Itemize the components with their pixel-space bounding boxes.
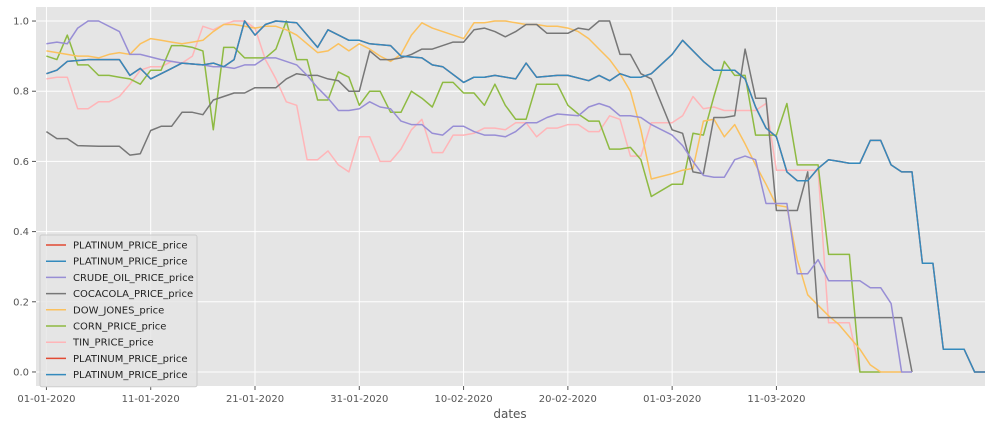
legend-entry: PLATINUM_PRICE_price bbox=[73, 370, 188, 381]
legend-entry: PLATINUM_PRICE_price bbox=[73, 241, 188, 252]
x-tick-label: 10-02-2020 bbox=[435, 394, 493, 405]
legend-box bbox=[39, 234, 198, 388]
x-axis-ticks: 01-01-2020 11-01-2020 21-01-2020 31-01-2020… bbox=[17, 386, 805, 405]
x-tick-label: 01-01-2020 bbox=[17, 394, 75, 405]
legend-entry: TIN_PRICE_price bbox=[72, 338, 154, 349]
series-line-overlay bbox=[46, 20, 985, 373]
y-tick-label: 1.0 bbox=[13, 17, 29, 28]
y-tick-label: 0.0 bbox=[13, 367, 29, 378]
series-lines bbox=[45, 20, 985, 373]
series-line bbox=[45, 20, 913, 373]
y-axis-ticks: 0.0 0.2 0.4 0.6 0.8 1.0 bbox=[13, 17, 36, 378]
y-tick-label: 0.2 bbox=[13, 297, 29, 308]
y-tick-label: 0.8 bbox=[13, 87, 29, 98]
legend-entry: PLATINUM_PRICE_price bbox=[73, 257, 188, 268]
legend: PLATINUM_PRICE_price PLATINUM_PRICE_price… bbox=[39, 234, 198, 388]
legend-entry: CRUDE_OIL_PRICE_price bbox=[73, 273, 194, 284]
x-tick-label: 11-03-2020 bbox=[747, 394, 805, 405]
series-line bbox=[46, 20, 902, 373]
legend-entry: COCACOLA_PRICE_price bbox=[73, 289, 193, 300]
series-line bbox=[46, 20, 912, 373]
series-line bbox=[46, 20, 881, 373]
x-tick-label: 20-02-2020 bbox=[539, 394, 597, 405]
x-tick-label: 11-01-2020 bbox=[122, 394, 180, 405]
y-tick-label: 0.6 bbox=[13, 157, 29, 168]
legend-entry: PLATINUM_PRICE_price bbox=[73, 354, 188, 365]
y-tick-label: 0.4 bbox=[13, 227, 29, 238]
x-axis-title: dates bbox=[493, 407, 526, 421]
legend-entry: CORN_PRICE_price bbox=[73, 322, 166, 333]
x-tick-label: 01-03-2020 bbox=[643, 394, 701, 405]
x-tick-label: 21-01-2020 bbox=[226, 394, 284, 405]
legend-entry: DOW_JONES_price bbox=[73, 305, 164, 316]
x-tick-label: 31-01-2020 bbox=[330, 394, 388, 405]
